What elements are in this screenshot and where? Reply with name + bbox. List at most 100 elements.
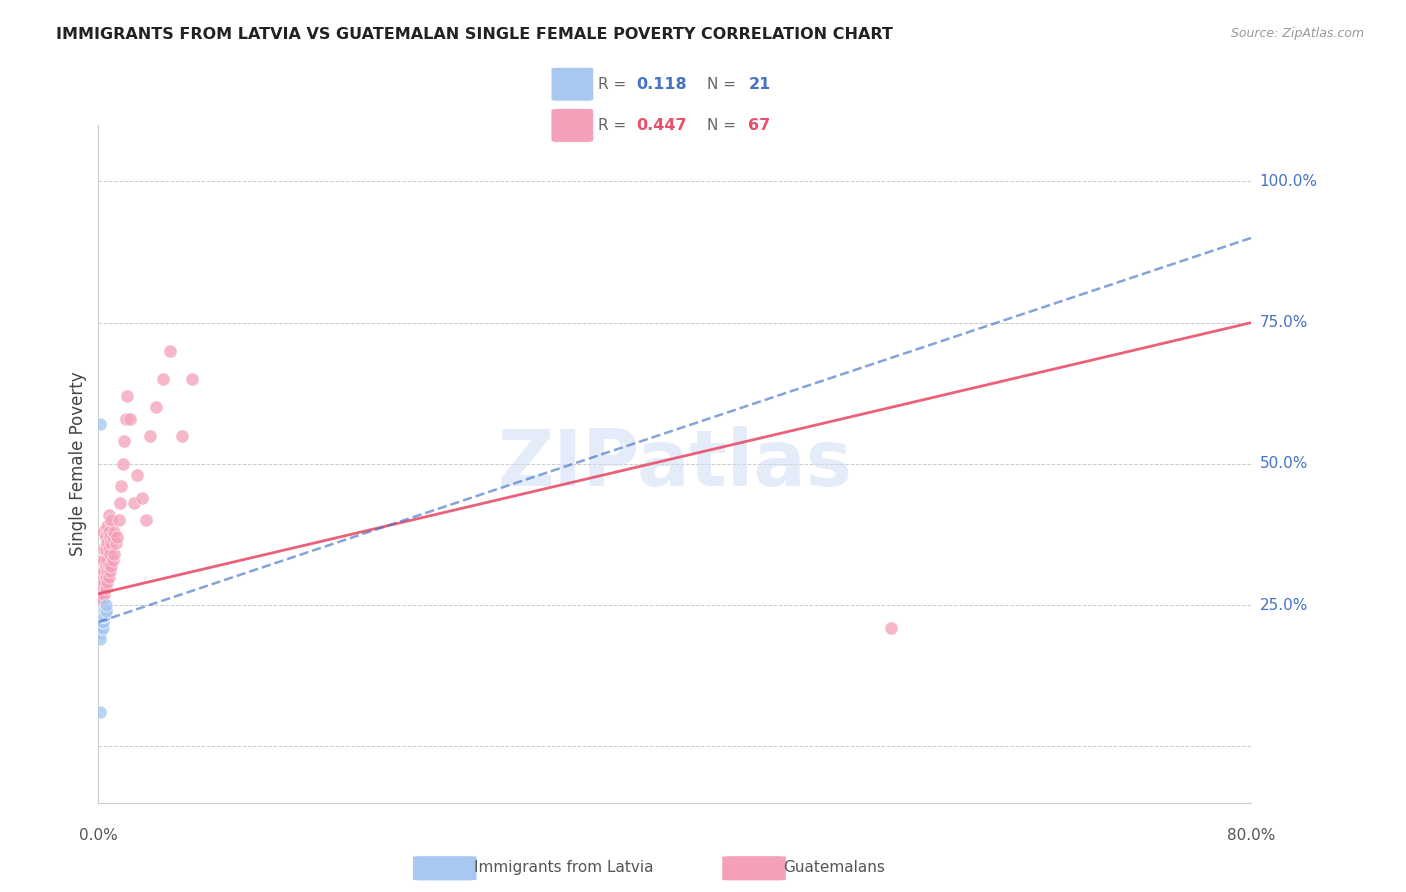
Point bbox=[93, 609, 115, 624]
Point bbox=[91, 553, 114, 567]
Point bbox=[90, 570, 112, 584]
Point bbox=[96, 519, 118, 533]
Point bbox=[101, 530, 124, 544]
Point bbox=[91, 564, 114, 578]
Text: 80.0%: 80.0% bbox=[1227, 828, 1275, 843]
Point bbox=[90, 553, 112, 567]
Point bbox=[97, 570, 120, 584]
Point bbox=[104, 536, 127, 550]
Point bbox=[98, 530, 121, 544]
Point bbox=[100, 536, 122, 550]
Point bbox=[91, 609, 114, 624]
Text: 0.118: 0.118 bbox=[636, 77, 686, 92]
Text: 21: 21 bbox=[748, 77, 770, 92]
Point bbox=[94, 530, 117, 544]
Point bbox=[90, 615, 112, 629]
Point bbox=[96, 536, 118, 550]
Point bbox=[93, 564, 115, 578]
Point bbox=[127, 468, 149, 483]
Text: Source: ZipAtlas.com: Source: ZipAtlas.com bbox=[1230, 27, 1364, 40]
Point bbox=[93, 587, 115, 601]
Text: ZIPatlas: ZIPatlas bbox=[498, 425, 852, 502]
Point bbox=[91, 592, 114, 607]
Point bbox=[96, 553, 118, 567]
Text: 0.447: 0.447 bbox=[636, 118, 686, 133]
Point bbox=[152, 372, 174, 386]
Point bbox=[93, 575, 115, 590]
FancyBboxPatch shape bbox=[551, 68, 593, 101]
Text: R =: R = bbox=[598, 118, 631, 133]
Point bbox=[90, 609, 112, 624]
Point bbox=[89, 417, 111, 432]
Point bbox=[100, 558, 122, 573]
Point bbox=[114, 411, 136, 425]
Point bbox=[103, 547, 125, 561]
Point bbox=[97, 558, 120, 573]
Text: Guatemalans: Guatemalans bbox=[783, 860, 886, 875]
Point bbox=[91, 604, 114, 618]
Point bbox=[112, 434, 135, 449]
Point bbox=[90, 575, 112, 590]
Point bbox=[97, 541, 120, 556]
Point bbox=[89, 626, 111, 640]
Point bbox=[93, 604, 115, 618]
Point bbox=[89, 587, 111, 601]
Point bbox=[93, 609, 115, 624]
Point bbox=[89, 570, 111, 584]
Point bbox=[170, 428, 193, 442]
Point bbox=[94, 558, 117, 573]
Point bbox=[90, 587, 112, 601]
Point bbox=[101, 553, 124, 567]
Point bbox=[98, 547, 121, 561]
Text: N =: N = bbox=[707, 118, 741, 133]
Point bbox=[124, 496, 146, 510]
Point bbox=[94, 541, 117, 556]
Point bbox=[131, 491, 153, 505]
Point bbox=[91, 609, 114, 624]
Point bbox=[91, 581, 114, 595]
Point bbox=[103, 524, 125, 539]
Point bbox=[107, 513, 129, 527]
Point bbox=[94, 570, 117, 584]
Text: N =: N = bbox=[707, 77, 741, 92]
Point bbox=[880, 621, 903, 635]
Point bbox=[96, 564, 118, 578]
Point bbox=[94, 598, 117, 612]
FancyBboxPatch shape bbox=[721, 855, 786, 881]
Point bbox=[159, 343, 181, 358]
Text: 100.0%: 100.0% bbox=[1260, 174, 1317, 189]
Point bbox=[105, 530, 128, 544]
FancyBboxPatch shape bbox=[412, 855, 477, 881]
Point bbox=[91, 570, 114, 584]
Point bbox=[97, 508, 120, 522]
Text: 75.0%: 75.0% bbox=[1260, 315, 1308, 330]
Point bbox=[100, 513, 122, 527]
Point bbox=[94, 604, 117, 618]
Text: 50.0%: 50.0% bbox=[1260, 457, 1308, 471]
Point bbox=[91, 621, 114, 635]
Point bbox=[90, 615, 112, 629]
Point bbox=[120, 411, 142, 425]
Point bbox=[135, 513, 157, 527]
Point bbox=[145, 401, 167, 415]
Point bbox=[111, 457, 134, 471]
Text: R =: R = bbox=[598, 77, 631, 92]
Y-axis label: Single Female Poverty: Single Female Poverty bbox=[69, 372, 87, 556]
Text: 0.0%: 0.0% bbox=[79, 828, 118, 843]
Point bbox=[90, 621, 112, 635]
Point bbox=[90, 564, 112, 578]
FancyBboxPatch shape bbox=[551, 109, 593, 142]
Point bbox=[98, 564, 121, 578]
Point bbox=[94, 604, 117, 618]
Point bbox=[117, 389, 138, 403]
Text: IMMIGRANTS FROM LATVIA VS GUATEMALAN SINGLE FEMALE POVERTY CORRELATION CHART: IMMIGRANTS FROM LATVIA VS GUATEMALAN SIN… bbox=[56, 27, 893, 42]
Text: 25.0%: 25.0% bbox=[1260, 598, 1308, 613]
Point bbox=[110, 479, 132, 493]
Point bbox=[96, 575, 118, 590]
Text: Immigrants from Latvia: Immigrants from Latvia bbox=[474, 860, 654, 875]
Point bbox=[108, 496, 131, 510]
Point bbox=[97, 524, 120, 539]
Point bbox=[90, 598, 112, 612]
Point bbox=[91, 541, 114, 556]
Point bbox=[89, 706, 111, 720]
